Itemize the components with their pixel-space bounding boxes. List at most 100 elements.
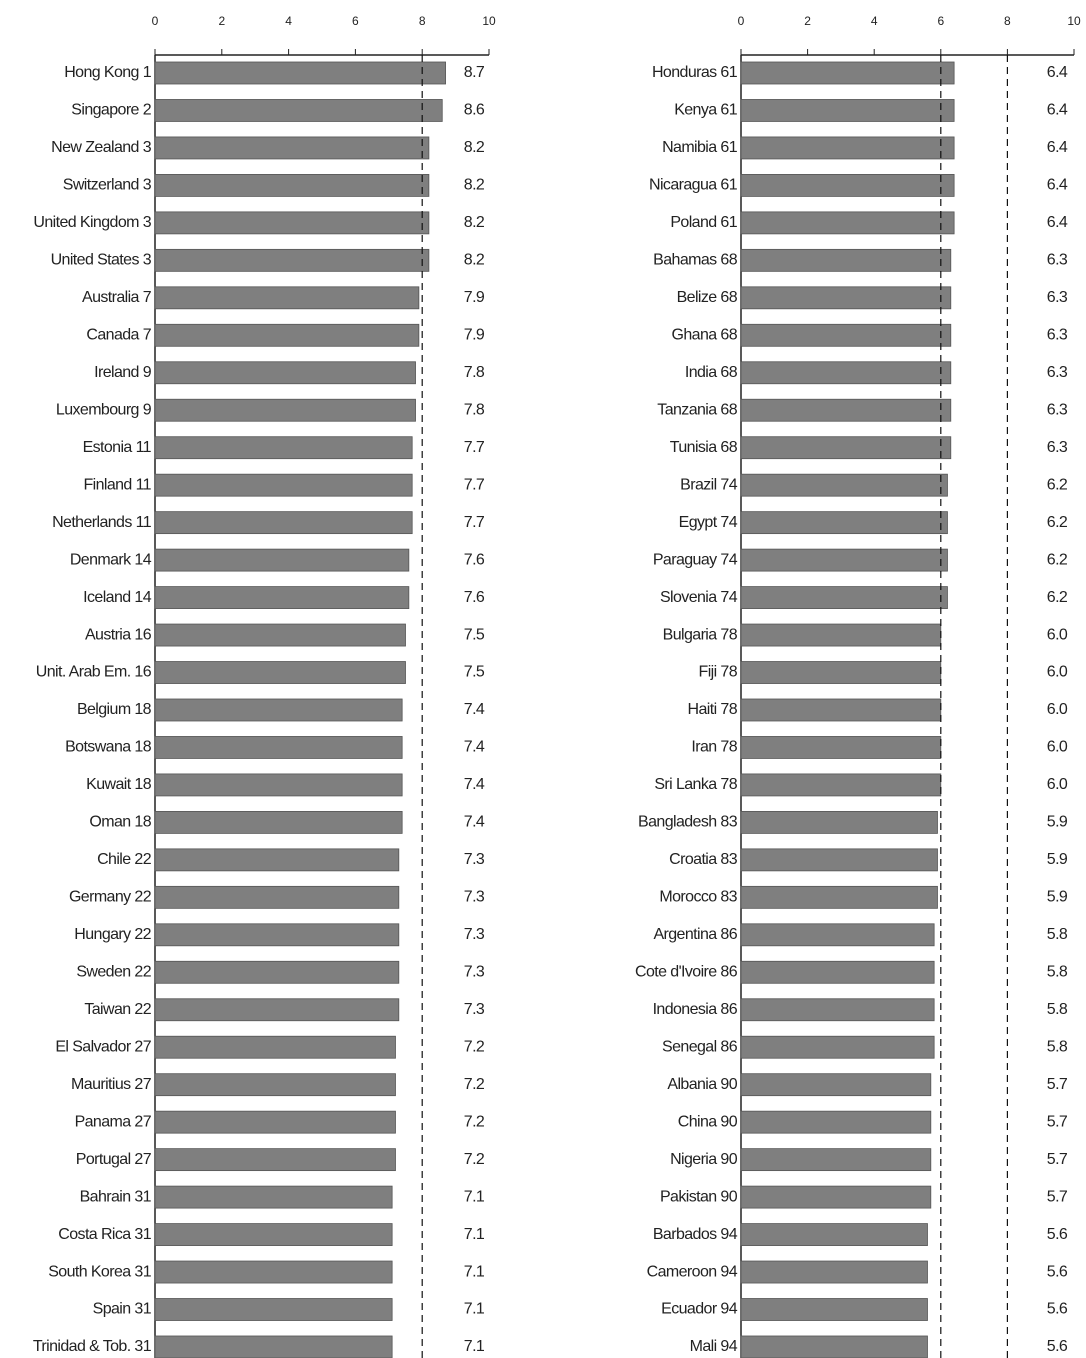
bar [154,1148,396,1172]
bar [154,1260,393,1284]
bar [740,61,955,85]
x-tick-label: 2 [218,14,225,28]
value-label: 6.2 [1047,514,1068,531]
category-label: Sri Lanka 78 [654,776,737,793]
bar [154,1223,393,1246]
category-label: Trinidad & Tob. 31 [33,1338,152,1355]
value-label: 7.2 [464,1113,485,1130]
category-label: Australia 7 [82,289,152,306]
value-label: 6.0 [1047,664,1068,681]
value-label: 5.9 [1047,814,1068,831]
category-label: Namibia 61 [662,139,738,156]
value-label: 5.8 [1047,963,1068,980]
category-label: Denmark 14 [70,551,152,568]
bar [740,1260,928,1284]
bar [154,286,420,310]
category-label: Bahamas 68 [653,252,738,269]
bar [740,473,948,497]
value-label: 6.2 [1047,476,1068,493]
x-tick-label: 10 [482,14,496,28]
category-label: Tunisia 68 [670,439,738,456]
category-label: Cote d'Ivoire 86 [635,963,738,980]
bar [154,398,416,422]
bar [154,1298,393,1321]
category-label: Ireland 9 [94,364,152,381]
bar [740,436,952,460]
value-label: 7.2 [464,1076,485,1093]
value-label: 6.2 [1047,551,1068,568]
bar [154,661,406,684]
bar [154,960,400,984]
value-label: 7.5 [464,664,485,681]
category-label: Canada 7 [86,327,151,344]
value-label: 5.7 [1047,1076,1068,1093]
bar [154,698,403,722]
value-label: 6.0 [1047,626,1068,643]
bar [740,174,955,197]
category-label: Chile 22 [97,851,152,868]
bar [154,323,420,347]
bar [740,736,942,759]
bar [740,1185,932,1209]
value-label: 5.8 [1047,1038,1068,1055]
value-label: 7.6 [464,551,485,568]
value-label: 7.7 [464,476,485,493]
value-label: 6.3 [1047,364,1068,381]
bar [740,1073,932,1097]
category-label: Spain 31 [93,1301,152,1318]
category-label: Bulgaria 78 [663,626,738,643]
bar [740,398,952,422]
value-label: 8.2 [464,177,485,194]
value-label: 6.3 [1047,252,1068,269]
bar [740,960,935,984]
value-label: 7.8 [464,401,485,418]
value-label: 7.3 [464,1001,485,1018]
category-label: Portugal 27 [76,1151,152,1168]
value-label: 5.7 [1047,1188,1068,1205]
bar [154,61,446,85]
value-label: 5.8 [1047,1001,1068,1018]
value-label: 6.3 [1047,439,1068,456]
category-label: United Kingdom 3 [33,214,151,231]
category-label: Botswana 18 [65,739,152,756]
bar [154,99,443,122]
bar [740,548,948,572]
value-label: 7.1 [464,1263,485,1280]
category-label: Ecuador 94 [661,1301,738,1318]
bar [740,323,952,347]
bar [154,848,400,872]
category-label: El Salvador 27 [55,1038,151,1055]
value-label: 7.6 [464,589,485,606]
value-label: 7.4 [464,814,485,831]
x-tick-label: 6 [352,14,359,28]
bar [154,923,400,947]
value-label: 6.0 [1047,701,1068,718]
bar [740,211,955,235]
bar [154,885,400,909]
category-label: Barbados 94 [653,1226,738,1243]
x-tick-label: 4 [871,14,878,28]
bar [154,1335,393,1358]
bar [154,174,430,197]
category-label: Indonesia 86 [653,1001,738,1018]
category-label: Ghana 68 [672,327,738,344]
category-label: Bahrain 31 [80,1188,152,1205]
category-label: Bangladesh 83 [638,814,738,831]
value-label: 5.9 [1047,851,1068,868]
category-label: Brazil 74 [680,476,738,493]
category-label: Iceland 14 [83,589,152,606]
value-label: 8.2 [464,252,485,269]
category-label: Cameroon 94 [647,1263,738,1280]
category-label: Belize 68 [677,289,738,306]
category-label: Germany 22 [69,889,152,906]
category-label: Hong Kong 1 [64,64,152,81]
value-label: 6.2 [1047,589,1068,606]
value-label: 8.2 [464,214,485,231]
value-label: 5.6 [1047,1301,1068,1318]
bar [154,473,413,497]
bar [154,623,406,647]
category-label: Mauritius 27 [71,1076,152,1093]
bar [154,548,410,572]
category-label: Pakistan 90 [660,1188,738,1205]
value-label: 6.0 [1047,776,1068,793]
